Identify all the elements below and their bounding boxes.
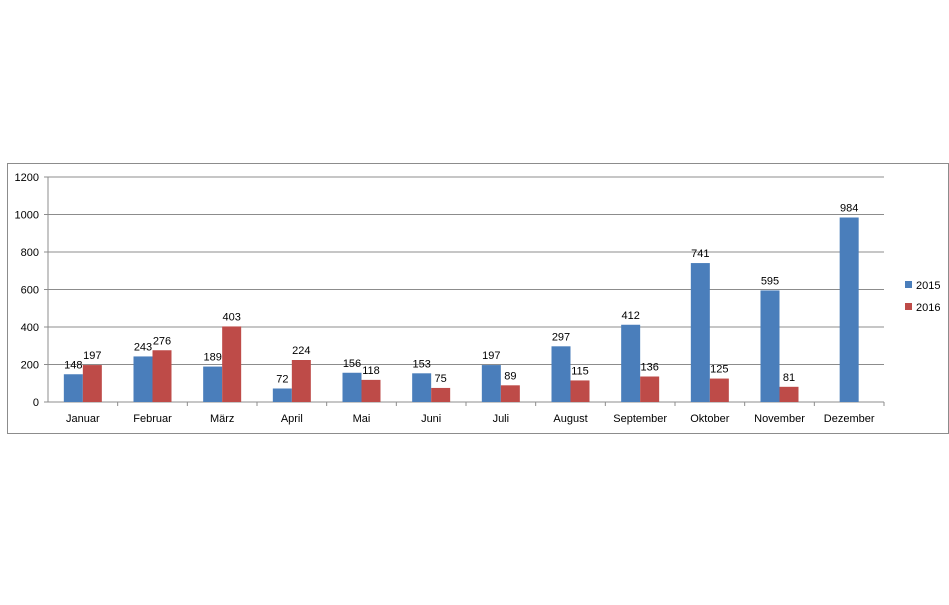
bar-2015-November [760,290,780,402]
data-label-2016-November: 81 [783,372,795,384]
x-tick-label: Mai [353,413,371,425]
bar-2015-Mai [342,372,362,402]
data-label-2016-September: 136 [640,362,658,374]
x-tick-label: Oktober [690,413,729,425]
y-tick-label: 1000 [15,210,39,222]
x-tick-label: Februar [133,413,172,425]
data-label-2015-Mai: 156 [343,358,361,370]
gridlines [48,176,884,365]
data-label-2016-Juli: 89 [504,370,516,382]
y-tick-label: 200 [21,360,39,372]
legend: 2015 2016 [905,280,940,314]
x-tick-label: September [613,413,667,425]
data-label-2016-Oktober: 125 [710,364,728,376]
bar-2016-Mai [361,379,381,402]
data-labels: 148 243 189 72 156 153 197 297 412 741 595 984 197 27… [64,203,858,386]
bar-2015-Juli [481,365,501,402]
x-tick-label: März [210,413,234,425]
bar-2015-April [272,388,292,402]
bar-2015-Dezember [839,217,859,402]
data-label-2015-Dezember: 984 [840,203,858,215]
data-label-2015-April: 72 [276,374,288,386]
x-tick-label: Juli [493,413,510,425]
bar-2016-Juli [500,385,520,402]
x-tick-label: Januar [66,413,100,425]
x-tick-label: April [281,413,303,425]
y-tick-label: 1200 [15,172,39,184]
data-label-2015-November: 595 [761,275,779,287]
data-label-2015-Juli: 197 [482,350,500,362]
data-label-2016-Februar: 276 [153,335,171,347]
data-label-2015-September: 412 [621,310,639,322]
legend-swatch-2015 [905,281,912,288]
legend-label-2015: 2015 [916,280,940,292]
data-label-2016-Mai: 118 [362,365,380,377]
bar-2015-Januar [63,374,83,402]
bar-2015-August [551,346,571,402]
data-label-2015-Februar: 243 [134,341,152,353]
y-tick-label: 400 [21,322,39,334]
legend-swatch-2016 [905,303,912,310]
bar-2016-April [291,360,311,402]
y-tick-label: 600 [21,285,39,297]
data-label-2016-Juni: 75 [435,373,447,385]
data-label-2015-März: 189 [203,352,221,364]
x-tick-label: Juni [421,413,441,425]
data-label-2015-August: 297 [552,331,570,343]
bar-2016-Juni [431,387,451,402]
bar-2016-August [570,380,590,402]
bar-2015-September [621,324,641,402]
x-tick-label: Dezember [824,413,875,425]
x-tick-label: August [553,413,587,425]
bar-2015-März [203,366,223,402]
bar-2015-Juni [412,373,432,402]
axes: 0 200 400 600 800 1000 1200 Januar Februar März Ap… [15,172,885,425]
data-label-2016-Januar: 197 [83,350,101,362]
bar-2016-März [222,326,242,402]
bar-2016-September [640,376,660,402]
bar-2016-Februar [152,350,172,402]
data-label-2015-Januar: 148 [64,359,82,371]
bars [63,217,859,402]
data-label-2015-Juni: 153 [412,358,430,370]
data-label-2016-März: 403 [222,311,240,323]
bar-2015-Oktober [690,263,710,402]
y-tick-label: 800 [21,247,39,259]
bar-2016-Januar [82,365,102,402]
data-label-2015-Oktober: 741 [691,248,709,260]
data-label-2016-August: 115 [571,365,589,377]
y-tick-label: 0 [33,397,39,409]
legend-label-2016: 2016 [916,302,940,314]
bar-2016-Oktober [709,378,729,402]
data-label-2016-April: 224 [292,345,310,357]
bar-2016-November [779,386,799,402]
x-tick-label: November [754,413,805,425]
bar-2015-Februar [133,356,153,402]
